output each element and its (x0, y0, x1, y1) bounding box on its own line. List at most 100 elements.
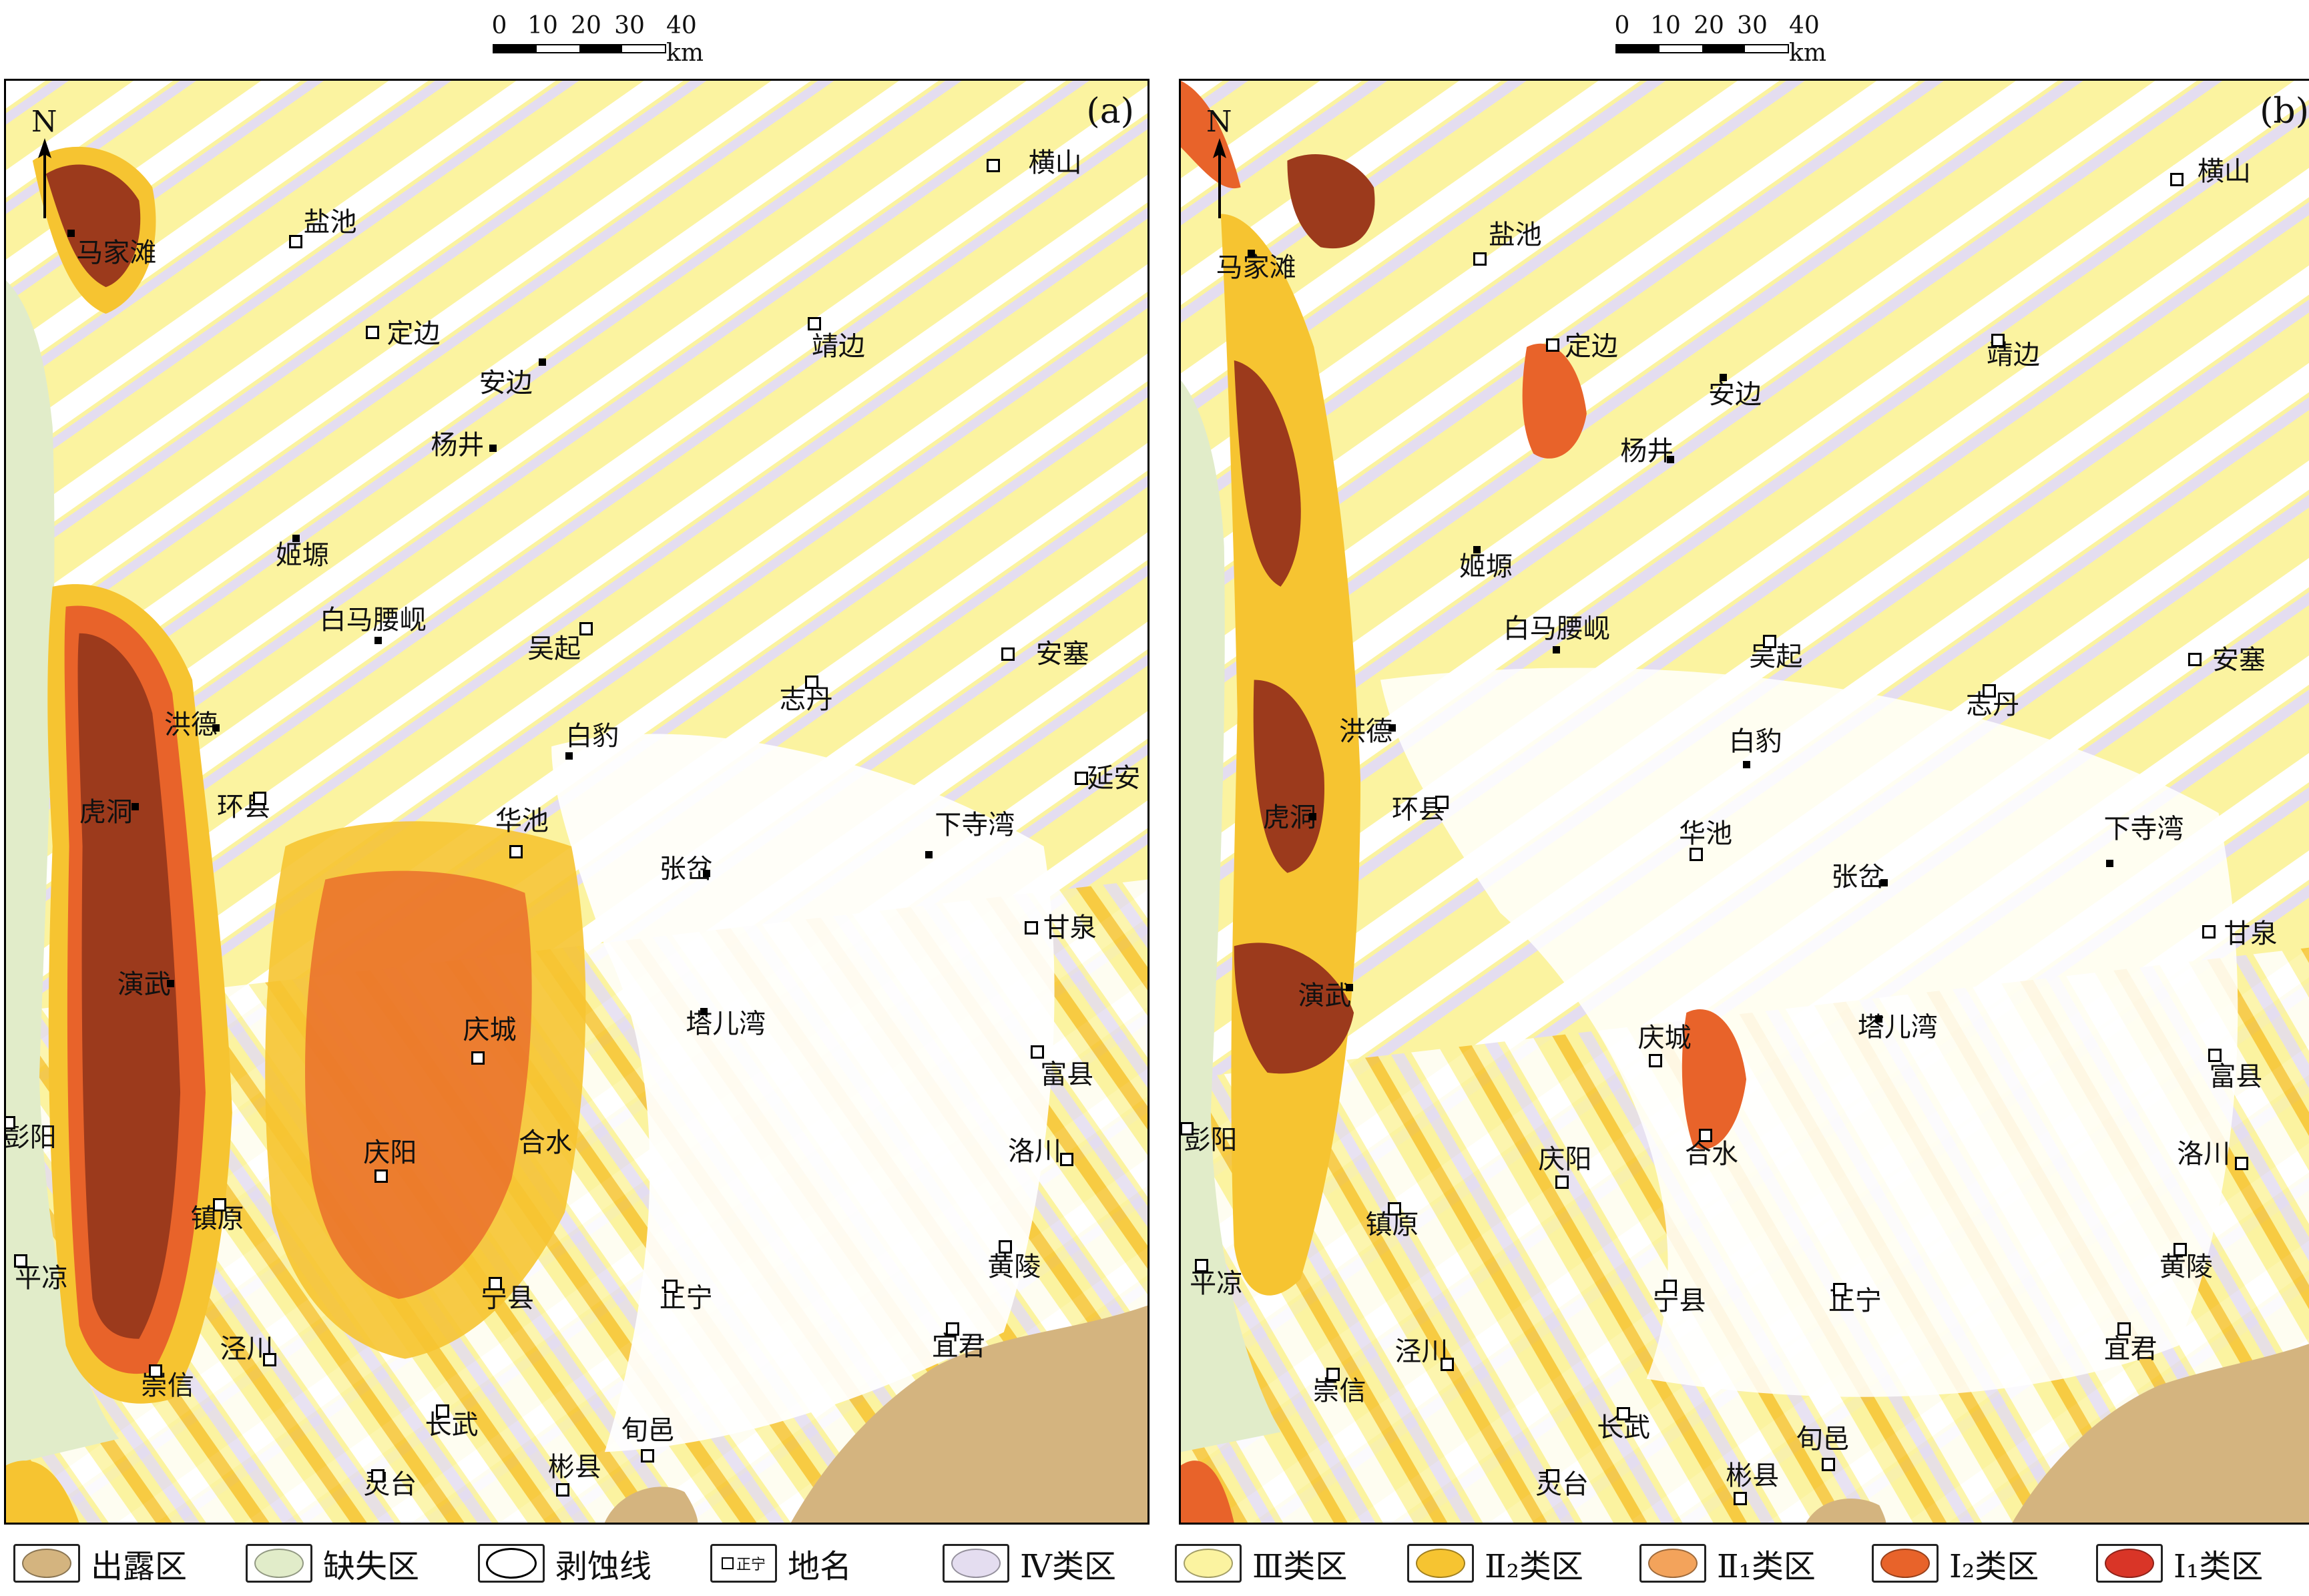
town-square-marker (2234, 1157, 2248, 1171)
panel-label: (b) (2260, 91, 2309, 131)
town-square-marker (1181, 1121, 1194, 1135)
place-label: 庆阳 (363, 1137, 417, 1168)
town-square-marker (1763, 634, 1777, 648)
town-square-marker (1821, 1457, 1835, 1471)
place-label: 灵台 (1535, 1469, 1589, 1500)
town-square-marker (471, 1051, 485, 1065)
place-label: 彬县 (547, 1452, 601, 1483)
place-label: 白马腰岘 (1503, 613, 1610, 645)
place-label: 演武 (117, 969, 171, 1001)
place-label: 洪德 (1338, 716, 1392, 748)
town-square-marker (1983, 684, 1997, 698)
scale-tick: 40 km (1789, 12, 1826, 67)
town-square-marker (579, 621, 593, 635)
place-label: 富县 (1040, 1059, 1094, 1091)
legend-label: 缺失区 (323, 1548, 420, 1585)
town-square-marker (1546, 1469, 1560, 1483)
town-square-marker (2173, 1243, 2187, 1257)
place-label: 合水 (1684, 1138, 1738, 1169)
legend-blob (2105, 1549, 2154, 1578)
town-square-marker (1648, 1053, 1662, 1067)
place-label: 旬邑 (1796, 1424, 1850, 1455)
place-label: 宜君 (931, 1330, 985, 1362)
place-label: 宁县 (1652, 1285, 1706, 1316)
place-label: 白豹 (1728, 726, 1782, 758)
place-label: 虎洞 (1262, 802, 1316, 834)
town-square-marker (1059, 1153, 1073, 1167)
town-square-marker (664, 1280, 678, 1294)
town-dot-marker (1248, 250, 1256, 258)
legend-swatch (1407, 1544, 1474, 1583)
place-label: 庆城 (1637, 1023, 1692, 1054)
place-label: 旬邑 (621, 1415, 675, 1446)
place-label: 横山 (2197, 156, 2251, 187)
place-label: 洛川 (1007, 1135, 1061, 1167)
legend-swatch (1872, 1544, 1939, 1583)
place-label: 泾川 (1394, 1336, 1449, 1368)
town-dot-marker (1666, 455, 1674, 463)
north-label: N (1206, 105, 1232, 139)
place-label: 白马腰岘 (319, 605, 427, 636)
north-arrow: N (25, 105, 65, 218)
town-square-marker (1473, 252, 1487, 266)
place-label: 姬塬 (1459, 551, 1513, 582)
scale-tick: 20 (1694, 12, 1724, 39)
place-label: 宜君 (2103, 1333, 2157, 1364)
town-dot-marker (1388, 724, 1396, 732)
town-square-marker (1698, 1129, 1712, 1143)
town-square-marker (1326, 1367, 1340, 1381)
town-square-marker (2188, 653, 2202, 667)
town-dot-marker (1880, 879, 1888, 887)
scale-bar-b: 0 10 20 30 40 km (1615, 12, 1869, 67)
town-square-marker (1441, 1357, 1455, 1371)
town-square-marker (2117, 1322, 2131, 1336)
place-label: 杨井 (1620, 435, 1674, 467)
town-dot-marker (292, 535, 300, 543)
north-arrow-icon (1213, 138, 1226, 218)
town-square-marker (2170, 173, 2184, 187)
legend-swatch (2096, 1544, 2163, 1583)
place-label: 庆城 (463, 1014, 517, 1045)
town-square-marker (1388, 1202, 1402, 1216)
town-square-marker (1616, 1406, 1630, 1420)
legend-blob (951, 1549, 1001, 1578)
town-square-marker (509, 844, 523, 858)
place-label: 合水 (519, 1127, 573, 1158)
place-label: 甘泉 (2224, 918, 2278, 949)
legend-blob (1880, 1549, 1930, 1578)
town-dot-marker (166, 979, 174, 987)
place-label: 彬县 (1726, 1460, 1780, 1492)
place-label: 盐池 (303, 206, 357, 238)
place-label: 马家滩 (76, 238, 157, 269)
scale-bar-graphic (493, 44, 666, 53)
town-square-marker (435, 1404, 449, 1418)
place-label: 横山 (1028, 147, 1082, 178)
town-dot-marker (1552, 646, 1560, 654)
place-label: 下寺湾 (2103, 814, 2184, 845)
legend-blob (1416, 1549, 1465, 1578)
town-square-marker (987, 158, 1000, 172)
legend-swatch (1639, 1544, 1706, 1583)
place-label: 演武 (1298, 980, 1352, 1011)
town-square-marker (1833, 1282, 1847, 1296)
legend-blob (22, 1549, 71, 1578)
place-label: 华池 (1679, 818, 1733, 849)
place-label: 杨井 (431, 430, 485, 461)
scale-tick: 30 (614, 12, 645, 39)
town-square-marker (371, 1469, 385, 1483)
town-square-marker (289, 235, 303, 249)
town-square-marker (252, 791, 266, 805)
town-square-marker (1001, 647, 1015, 661)
town-square-marker (1690, 848, 1704, 862)
town-dot-marker (925, 851, 933, 859)
legend-swatch (943, 1544, 1009, 1583)
north-label: N (31, 105, 57, 139)
place-label: 张岔 (659, 853, 713, 884)
town-square-marker (148, 1364, 162, 1378)
town-square-marker (1025, 921, 1039, 935)
scale-tick: 10 (527, 12, 558, 39)
north-arrow: N (1200, 105, 1240, 218)
legend-item-class-ii2: Ⅱ₂类区 (1407, 1543, 1583, 1585)
town-square-marker (804, 676, 818, 690)
place-label: 华池 (495, 805, 549, 836)
